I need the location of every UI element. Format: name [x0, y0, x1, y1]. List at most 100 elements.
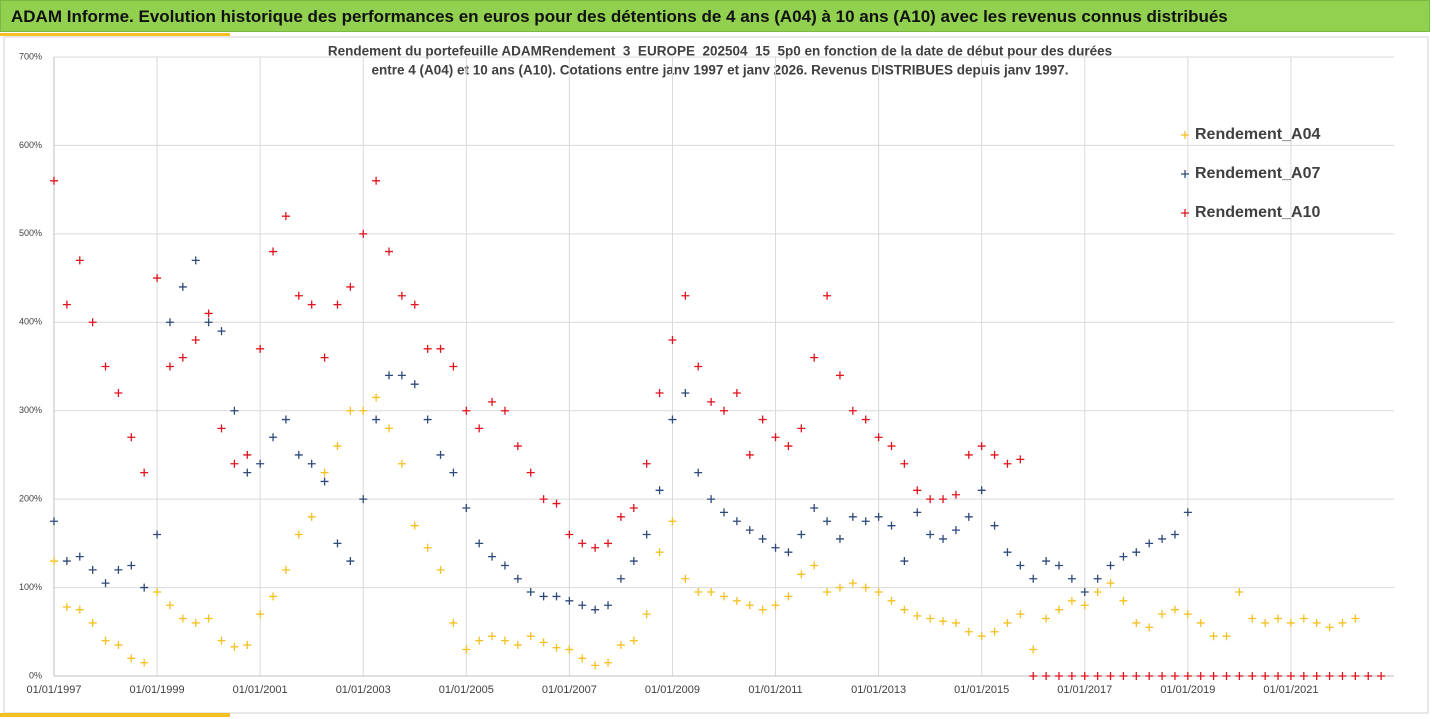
- point: [951, 618, 960, 627]
- point: [694, 468, 703, 477]
- point: [114, 389, 123, 398]
- point: [1016, 455, 1025, 464]
- point: [462, 503, 471, 512]
- point: [281, 212, 290, 221]
- point: [1170, 605, 1179, 614]
- point: [1106, 672, 1115, 680]
- point: [990, 521, 999, 530]
- point: [526, 468, 535, 477]
- point: [745, 526, 754, 535]
- point: [88, 618, 97, 627]
- point: [153, 530, 162, 539]
- point: [488, 632, 497, 641]
- point: [964, 627, 973, 636]
- point: [462, 406, 471, 415]
- point: [810, 353, 819, 362]
- point: [835, 371, 844, 380]
- point: [539, 638, 548, 647]
- point: [1067, 574, 1076, 583]
- x-tick-label: 01/01/1999: [130, 684, 185, 696]
- point: [848, 512, 857, 521]
- point: [848, 579, 857, 588]
- point: [178, 282, 187, 291]
- point: [256, 610, 265, 619]
- point: [861, 583, 870, 592]
- point: [1274, 614, 1283, 623]
- x-tick-label: 01/01/2001: [233, 684, 288, 696]
- point: [939, 495, 948, 504]
- point: [1222, 632, 1231, 641]
- point: [565, 596, 574, 605]
- point: [1080, 672, 1089, 680]
- point: [1119, 596, 1128, 605]
- point: [771, 433, 780, 442]
- point: [475, 636, 484, 645]
- point: [449, 468, 458, 477]
- point: [410, 300, 419, 309]
- point: [333, 539, 342, 548]
- point: [269, 592, 278, 601]
- point: [1170, 530, 1179, 539]
- point: [436, 344, 445, 353]
- point: [552, 499, 561, 508]
- point: [333, 442, 342, 451]
- point: [1145, 539, 1154, 548]
- y-tick-label: 300%: [19, 405, 42, 415]
- point: [732, 517, 741, 526]
- point: [990, 450, 999, 459]
- point: [410, 380, 419, 389]
- point: [75, 552, 84, 561]
- point: [990, 627, 999, 636]
- point: [874, 587, 883, 596]
- point: [462, 645, 471, 654]
- point: [500, 406, 509, 415]
- point: [681, 291, 690, 300]
- point: [320, 477, 329, 486]
- x-tick-label: 01/01/2007: [542, 684, 597, 696]
- legend-marker: [1181, 170, 1189, 178]
- point: [835, 534, 844, 543]
- point: [900, 557, 909, 566]
- point: [127, 654, 136, 663]
- point: [513, 442, 522, 451]
- point: [539, 495, 548, 504]
- point: [1325, 672, 1334, 680]
- point: [178, 614, 187, 623]
- x-tick-label: 01/01/2011: [748, 684, 802, 696]
- legend-label: Rendement_A07: [1195, 165, 1320, 182]
- point: [359, 229, 368, 238]
- point: [1196, 672, 1205, 680]
- point: [784, 592, 793, 601]
- point: [140, 658, 149, 667]
- point: [977, 486, 986, 495]
- point: [1132, 548, 1141, 557]
- point: [385, 371, 393, 380]
- point: [1351, 672, 1360, 680]
- point: [75, 605, 84, 614]
- point: [294, 450, 303, 459]
- point: [539, 592, 548, 601]
- point: [397, 459, 406, 468]
- point: [900, 605, 909, 614]
- point: [101, 579, 110, 588]
- point: [629, 636, 638, 645]
- x-tick-label: 01/01/2021: [1263, 684, 1318, 696]
- point: [578, 654, 587, 663]
- point: [668, 335, 677, 344]
- point: [50, 517, 58, 526]
- point: [62, 603, 71, 612]
- point: [526, 587, 535, 596]
- point: [616, 641, 625, 650]
- point: [1209, 672, 1218, 680]
- point: [423, 344, 432, 353]
- point: [1003, 459, 1012, 468]
- point: [1042, 672, 1051, 680]
- point: [1235, 587, 1244, 596]
- point: [1003, 548, 1012, 557]
- point: [939, 617, 948, 626]
- point: [475, 539, 484, 548]
- point: [1055, 605, 1063, 614]
- x-tick-label: 01/01/2013: [851, 684, 906, 696]
- point: [874, 512, 883, 521]
- point: [655, 389, 664, 398]
